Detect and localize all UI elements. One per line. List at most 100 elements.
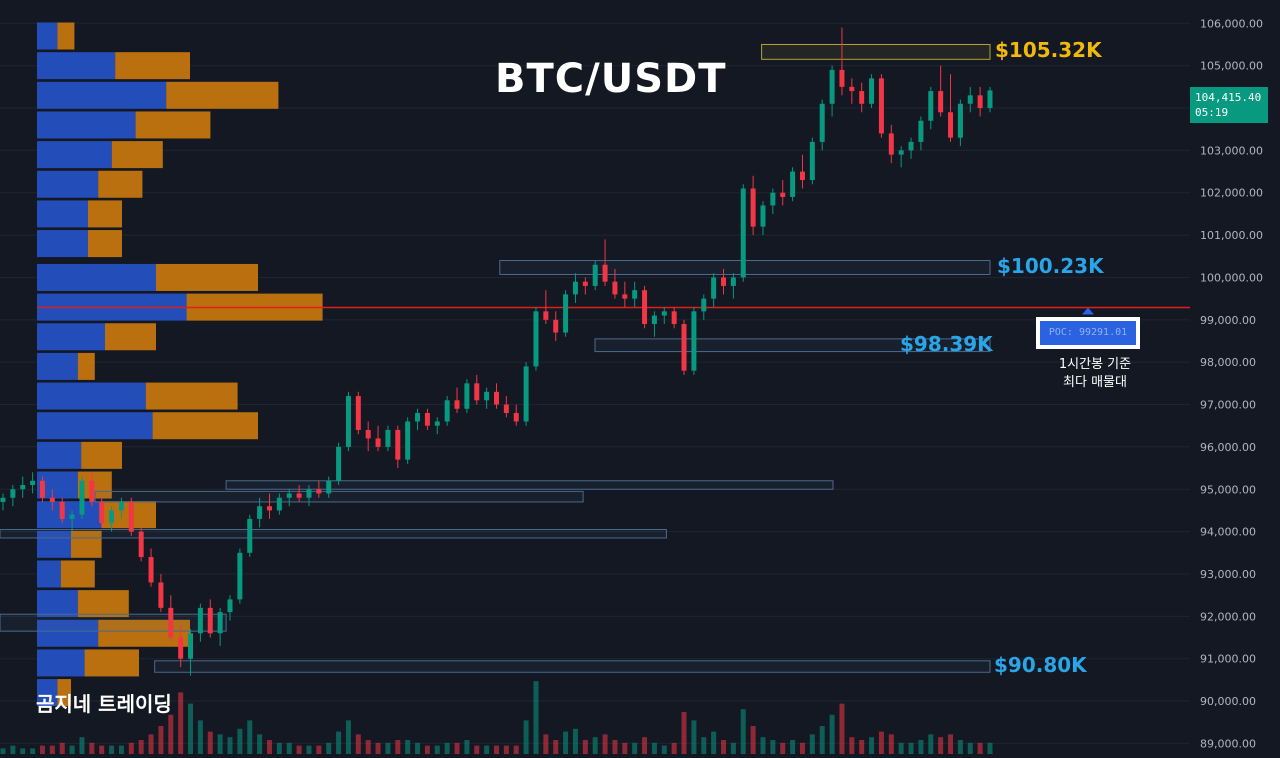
candle-body bbox=[849, 86, 855, 92]
volume-bar bbox=[523, 720, 529, 754]
vp-sell-bar bbox=[152, 412, 258, 440]
vp-buy-bar bbox=[37, 412, 153, 440]
vp-sell-bar bbox=[57, 22, 75, 50]
vp-sell-bar bbox=[71, 530, 102, 558]
candle-body bbox=[148, 557, 154, 583]
volume-bar bbox=[188, 703, 194, 754]
vp-buy-bar bbox=[37, 352, 78, 380]
candle-body bbox=[711, 277, 717, 299]
volume-bar bbox=[543, 734, 549, 754]
volume-bar bbox=[118, 745, 124, 754]
vp-sell-bar bbox=[98, 619, 190, 647]
candle-body bbox=[839, 69, 845, 87]
candle-body bbox=[227, 599, 233, 613]
candle-body bbox=[296, 493, 302, 498]
demand-zone bbox=[225, 480, 834, 490]
candle-body bbox=[829, 69, 835, 104]
vp-buy-bar bbox=[37, 141, 112, 169]
candle-body bbox=[819, 103, 825, 142]
vp-buy-bar bbox=[37, 200, 88, 228]
candle-body bbox=[128, 501, 134, 532]
volume-bar bbox=[415, 742, 421, 754]
candle-body bbox=[326, 480, 332, 494]
candle-body bbox=[681, 324, 687, 371]
demand-zone bbox=[154, 660, 991, 673]
candle-body bbox=[197, 607, 203, 634]
candle-body bbox=[750, 188, 756, 227]
candle-body bbox=[780, 192, 786, 197]
vp-sell-bar bbox=[88, 230, 122, 258]
vp-sell-bar bbox=[98, 170, 143, 198]
volume-bar bbox=[849, 737, 855, 754]
volume-bar bbox=[99, 745, 105, 754]
candle-body bbox=[513, 413, 519, 422]
volume-bar bbox=[178, 692, 184, 754]
volume-bar bbox=[10, 745, 16, 754]
vp-buy-bar bbox=[37, 619, 99, 647]
volume-bar bbox=[444, 742, 450, 754]
volume-bar bbox=[721, 740, 727, 754]
candle-body bbox=[760, 205, 766, 227]
candle-body bbox=[908, 141, 914, 151]
volume-bar bbox=[109, 745, 115, 754]
volume-bar bbox=[266, 740, 272, 754]
volume-bar bbox=[691, 720, 697, 754]
poc-note-line2: 최다 매물대 bbox=[1063, 375, 1127, 390]
level-label-105k: $105.32K bbox=[995, 38, 1102, 63]
vp-sell-bar bbox=[156, 263, 258, 291]
candle-body bbox=[365, 429, 371, 439]
vp-sell-bar bbox=[84, 649, 139, 677]
volume-bar bbox=[168, 714, 174, 754]
candle-body bbox=[385, 429, 391, 447]
y-tick-label: 94,000.00 bbox=[1200, 526, 1256, 539]
candle-body bbox=[474, 383, 480, 401]
candle-body bbox=[286, 493, 292, 498]
volume-bar bbox=[977, 742, 983, 754]
vp-sell-bar bbox=[145, 382, 238, 410]
volume-bar bbox=[553, 740, 559, 754]
candle-body bbox=[405, 421, 411, 460]
volume-bar bbox=[878, 731, 884, 754]
vp-sell-bar bbox=[57, 679, 71, 707]
volume-bar bbox=[197, 720, 203, 754]
poc-note-line1: 1시간봉 기준 bbox=[1058, 357, 1132, 372]
y-tick-label: 97,000.00 bbox=[1200, 399, 1256, 412]
candle-body bbox=[878, 78, 884, 134]
volume-bar bbox=[908, 742, 914, 754]
volume-bar bbox=[622, 742, 628, 754]
volume-bar bbox=[49, 745, 55, 754]
volume-bar bbox=[207, 731, 213, 754]
candle-body bbox=[99, 501, 105, 524]
candle-body bbox=[345, 396, 351, 447]
volume-bar bbox=[918, 740, 924, 754]
candle-body bbox=[118, 501, 124, 511]
candle-body bbox=[247, 518, 253, 553]
volume-bar bbox=[257, 734, 263, 754]
y-tick-label: 105,000.00 bbox=[1200, 60, 1263, 73]
volume-bar bbox=[79, 737, 85, 754]
volume-bar bbox=[306, 745, 312, 754]
volume-bar bbox=[760, 737, 766, 754]
volume-bar bbox=[385, 742, 391, 754]
volume-bar bbox=[750, 726, 756, 754]
volume-bar bbox=[770, 740, 776, 754]
candle-body bbox=[109, 510, 115, 524]
volume-bar bbox=[799, 742, 805, 754]
y-tick-label: 99,000.00 bbox=[1200, 314, 1256, 327]
volume-bar bbox=[513, 745, 519, 754]
y-tick-label: 93,000.00 bbox=[1200, 568, 1256, 581]
volume-bar bbox=[503, 745, 509, 754]
y-tick-label: 98,000.00 bbox=[1200, 356, 1256, 369]
candle-body bbox=[977, 95, 983, 109]
vp-sell-bar bbox=[60, 560, 95, 588]
volume-bar bbox=[888, 734, 894, 754]
vp-sell-bar bbox=[166, 81, 279, 109]
candle-body bbox=[523, 366, 529, 422]
vp-buy-bar bbox=[37, 501, 102, 529]
poc-marker bbox=[1082, 307, 1094, 315]
vp-sell-bar bbox=[81, 441, 122, 469]
y-tick-label: 91,000.00 bbox=[1200, 653, 1256, 666]
volume-bar bbox=[671, 742, 677, 754]
